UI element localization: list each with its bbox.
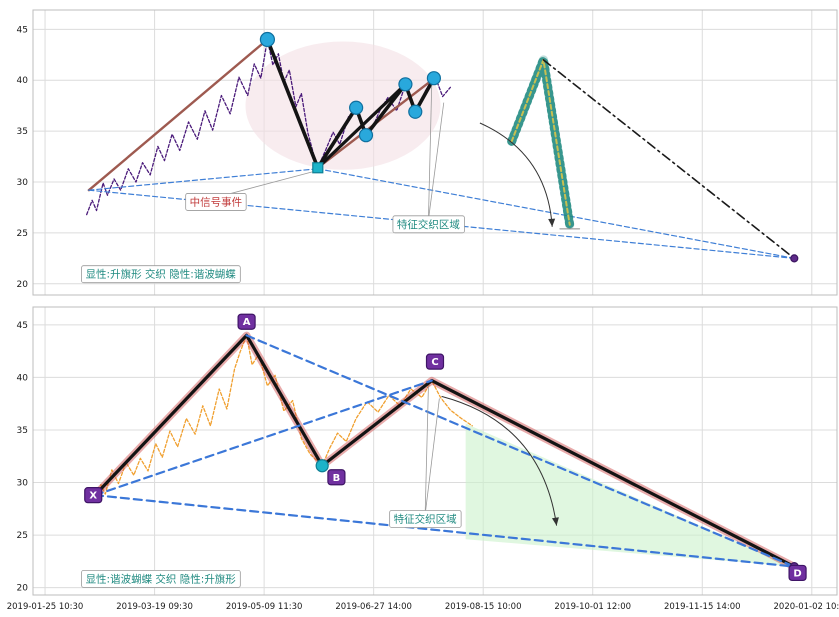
pivot-marker	[408, 104, 423, 119]
panel-border	[32, 306, 838, 596]
y-tick-label: 20	[17, 280, 29, 290]
signal-event-label-box	[185, 193, 247, 211]
x-tick-label: 2020-01-02 10:00	[774, 602, 839, 612]
trajectory-arrowhead	[551, 517, 559, 526]
point-badge-X	[84, 487, 103, 504]
y-tick-label: 30	[17, 479, 29, 489]
point-badge-B	[327, 469, 346, 486]
pivot-marker	[349, 100, 364, 115]
point-badge-D	[788, 564, 807, 582]
trajectory-arrow	[441, 395, 558, 526]
point-badge-label-A: A	[243, 317, 251, 328]
pattern-summary-top: 显性:升旗形 交织 隐性:谐波蝴蝶	[86, 268, 237, 281]
pivot-marker	[398, 77, 413, 92]
pivot-marker	[259, 31, 276, 48]
pivot-marker	[358, 128, 374, 143]
series-projection-dashdot	[542, 59, 796, 260]
point-badge-C	[425, 353, 445, 370]
series-AD-dashed	[245, 334, 796, 568]
trajectory-arrowhead	[548, 218, 556, 227]
pattern-summary-bottom-box	[81, 569, 241, 588]
y-tick-label: 45	[17, 25, 28, 35]
series-mid-dashed-long	[317, 168, 795, 259]
trajectory-arrow	[479, 122, 553, 227]
feature-zone-label-bottom-leader	[424, 398, 440, 515]
x-tick-label: 2019-03-19 09:30	[116, 602, 193, 612]
pattern-summary-bottom: 显性:谐波蝴蝶 交织 隐性:升旗形	[86, 572, 237, 585]
series-XD-dashed	[93, 494, 796, 568]
pivot-marker	[426, 71, 442, 86]
pattern-summary-top-box	[81, 265, 241, 284]
pivot-marker-square	[312, 162, 324, 174]
point-badge-label-D: D	[793, 568, 801, 579]
feature-zone-label-top-leader	[428, 85, 433, 220]
pivot-marker	[790, 254, 799, 263]
highlight-ellipse	[245, 41, 441, 170]
y-tick-label: 25	[17, 531, 28, 541]
feature-zone-label-bottom-leader	[424, 385, 429, 515]
x-tick-label: 2019-11-15 14:00	[664, 602, 741, 612]
feature-zone-label-bottom-box	[389, 510, 462, 528]
series-pole-trend	[87, 38, 269, 192]
y-tick-label: 45	[17, 321, 28, 331]
x-tick-label: 2019-01-25 10:30	[7, 602, 84, 612]
y-tick-label: 35	[17, 426, 28, 436]
y-tick-label: 30	[17, 178, 29, 188]
feature-zone-label-top: 特征交织区域	[397, 218, 460, 231]
feature-zone-label-bottom: 特征交织区域	[394, 512, 457, 525]
y-tick-label: 20	[17, 584, 29, 594]
point-badge-label-C: C	[431, 357, 438, 368]
feature-zone-label-top-box	[392, 215, 465, 234]
y-tick-label: 35	[17, 127, 28, 137]
point-badge-label-X: X	[89, 491, 97, 502]
series-price	[94, 334, 473, 501]
pivot-marker	[315, 459, 329, 473]
x-tick-label: 2019-10-01 12:00	[554, 602, 631, 612]
series-XC-dashed	[93, 379, 433, 497]
highlight-polygon	[465, 423, 795, 567]
y-tick-label: 25	[17, 229, 28, 239]
x-tick-label: 2019-06-27 14:00	[335, 602, 412, 612]
panel-border	[32, 9, 838, 296]
x-tick-label: 2019-08-15 10:00	[445, 602, 522, 612]
point-badge-A	[237, 313, 256, 330]
y-tick-label: 40	[17, 76, 29, 86]
signal-event-label: 中信号事件	[190, 195, 243, 208]
x-tick-label: 2019-05-09 11:30	[226, 602, 303, 612]
feature-zone-label-top-leader	[428, 102, 445, 220]
y-tick-label: 40	[17, 373, 29, 383]
point-badge-label-B: B	[333, 473, 341, 484]
series-base-dashed-short	[88, 168, 319, 191]
